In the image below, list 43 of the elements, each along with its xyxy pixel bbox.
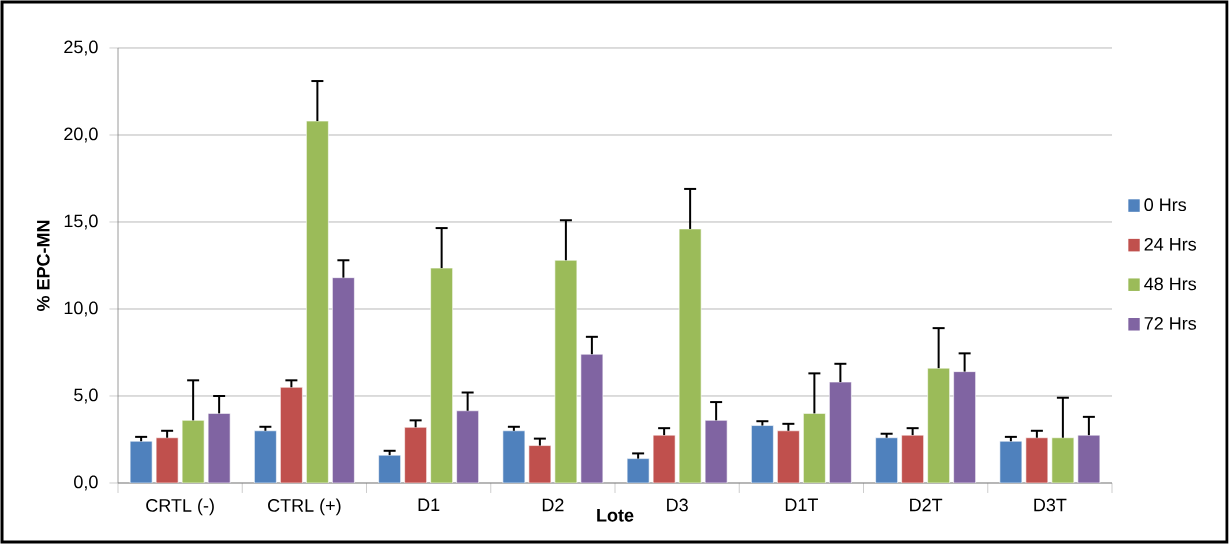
y-tick-label: 0,0	[74, 475, 98, 491]
bar	[751, 425, 774, 483]
bar	[456, 410, 479, 483]
legend-label: 0 Hrs	[1144, 198, 1187, 212]
bar	[678, 228, 702, 483]
bar	[306, 120, 329, 483]
x-tick-label: D3T	[1034, 498, 1067, 512]
y-tick-label: 25,0	[64, 40, 98, 56]
x-tick-label: D2T	[910, 498, 943, 512]
bar	[280, 386, 303, 483]
bar	[626, 458, 650, 483]
bar	[332, 277, 355, 483]
bar	[777, 430, 800, 483]
bar	[254, 430, 277, 483]
bar	[554, 259, 578, 483]
legend-label: 48 Hrs	[1144, 277, 1197, 291]
bar	[803, 413, 826, 483]
x-axis-title: Lote	[597, 509, 634, 522]
legend-label: 24 Hrs	[1144, 237, 1197, 251]
bar	[378, 454, 401, 483]
bar	[404, 427, 427, 483]
bar	[901, 434, 924, 483]
bar	[999, 440, 1023, 483]
x-tick-label: CTRL (+)	[268, 498, 341, 516]
x-tick-label: CRTL (-)	[146, 498, 214, 516]
bar	[430, 267, 453, 483]
x-tick-label: D1T	[785, 498, 818, 511]
x-tick-label: D3	[667, 498, 688, 512]
bar	[953, 371, 976, 483]
y-axis-title: % EPC-MN	[36, 220, 50, 312]
y-tick-label: 10,0	[64, 301, 98, 317]
legend-label: 72 Hrs	[1144, 317, 1197, 330]
y-tick-label: 15,0	[64, 214, 98, 230]
bar	[829, 381, 852, 483]
y-tick-label: 5,0	[74, 388, 98, 404]
x-tick-label: D1	[418, 498, 440, 511]
bar	[580, 353, 604, 483]
x-tick-label: D2	[542, 498, 564, 512]
bar	[129, 440, 153, 483]
bar	[875, 437, 898, 483]
bar	[502, 430, 526, 483]
y-tick-label: 20,0	[64, 127, 98, 143]
bar	[927, 367, 950, 483]
